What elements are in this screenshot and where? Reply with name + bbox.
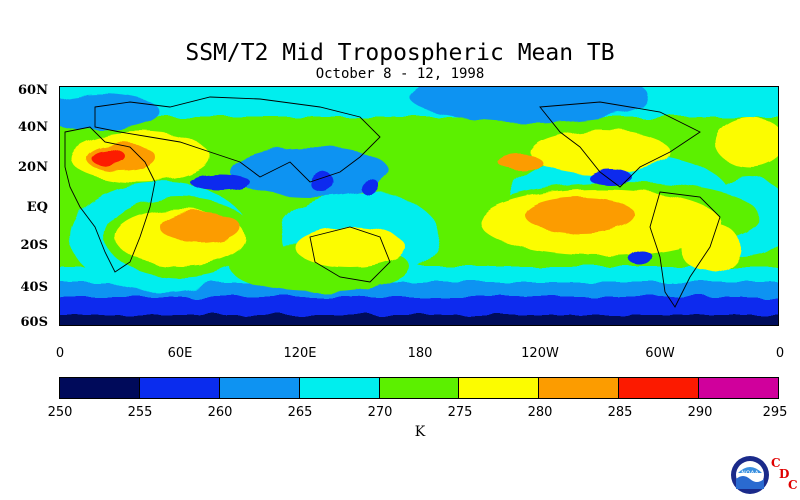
lon-label-60w: 60W: [645, 346, 675, 361]
colorbar-unit-label: K: [414, 424, 426, 440]
yellow-region-north-atlantic: [715, 117, 778, 167]
colorbar: [59, 377, 779, 399]
colorbar-swatch-260: [219, 378, 300, 398]
colorbar-swatch-285: [619, 378, 700, 398]
colorbar-swatch-265: [299, 378, 380, 398]
colorbar-tick-255: 255: [127, 405, 153, 420]
cdc-letter-c2: C: [788, 478, 798, 492]
contour-fields: [60, 87, 778, 325]
colorbar-swatch-270: [379, 378, 460, 398]
lon-label-0-end: 0: [775, 346, 785, 361]
colorbar-tick-285: 285: [607, 405, 633, 420]
colorbar-tick-295: 295: [762, 405, 788, 420]
orange-region-south-africa: [160, 211, 240, 243]
noaa-logo-icon: NOAA: [731, 456, 769, 494]
colorbar-tick-265: 265: [287, 405, 313, 420]
colorbar-swatch-275: [459, 378, 540, 398]
lon-label-180: 180: [407, 346, 433, 361]
band-south-high: [60, 297, 778, 317]
colorbar-tick-260: 260: [207, 405, 233, 420]
lat-label-60n: 60N: [18, 83, 48, 98]
map-title: SSM/T2 Mid Tropospheric Mean TB: [185, 40, 615, 66]
lat-label-20s: 20S: [20, 238, 48, 253]
cold-spot-1: [310, 172, 334, 192]
cold-spot-3: [190, 174, 250, 190]
eurasia-outline: [94, 96, 381, 183]
red-region-sahara: [90, 149, 126, 165]
cold-spot-4: [588, 169, 632, 185]
cold-spot-2: [360, 179, 380, 195]
colorbar-tick-250: 250: [47, 405, 73, 420]
colorbar-swatch-250: [60, 378, 140, 398]
map-svg: [60, 87, 778, 325]
lat-label-40s: 40S: [20, 280, 48, 295]
map-subtitle: October 8 - 12, 1998: [315, 66, 485, 82]
lon-label-0: 0: [55, 346, 65, 361]
lat-label-20n: 20N: [18, 160, 48, 175]
yellow-region-north-pacific: [530, 130, 670, 174]
africa-outline: [64, 126, 156, 273]
colorbar-swatch-280: [539, 378, 620, 398]
yellow-region-australia: [295, 227, 405, 267]
continent-outlines: [64, 96, 721, 308]
australia-outline: [309, 226, 391, 283]
noaa-logo-text: NOAA: [741, 470, 759, 477]
blue-region-india: [230, 147, 390, 197]
colorbar-tick-270: 270: [367, 405, 393, 420]
lon-label-120e: 120E: [283, 346, 317, 361]
band-south-polar: [60, 315, 778, 325]
colorbar-swatch-290: [699, 378, 779, 398]
orange-region-north-pacific: [498, 154, 542, 170]
south-america-outline: [649, 191, 721, 308]
north-america-outline: [539, 101, 701, 188]
temperature-map: [59, 86, 779, 326]
lon-label-120w: 120W: [521, 346, 559, 361]
orange-region-east-pacific: [525, 197, 635, 233]
cdc-letter-d: D: [779, 467, 790, 481]
cold-spot-5: [628, 249, 652, 265]
lon-label-60e: 60E: [167, 346, 193, 361]
blue-region-north-pacific: [410, 87, 650, 122]
lat-label-60s: 60S: [20, 315, 48, 330]
colorbar-tick-275: 275: [447, 405, 473, 420]
lat-label-40n: 40N: [18, 120, 48, 135]
cdc-letter-c1: C: [771, 456, 781, 470]
colorbar-tick-280: 280: [527, 405, 553, 420]
lat-label-eq: EQ: [26, 200, 48, 215]
colorbar-swatch-255: [139, 378, 220, 398]
colorbar-tick-290: 290: [687, 405, 713, 420]
